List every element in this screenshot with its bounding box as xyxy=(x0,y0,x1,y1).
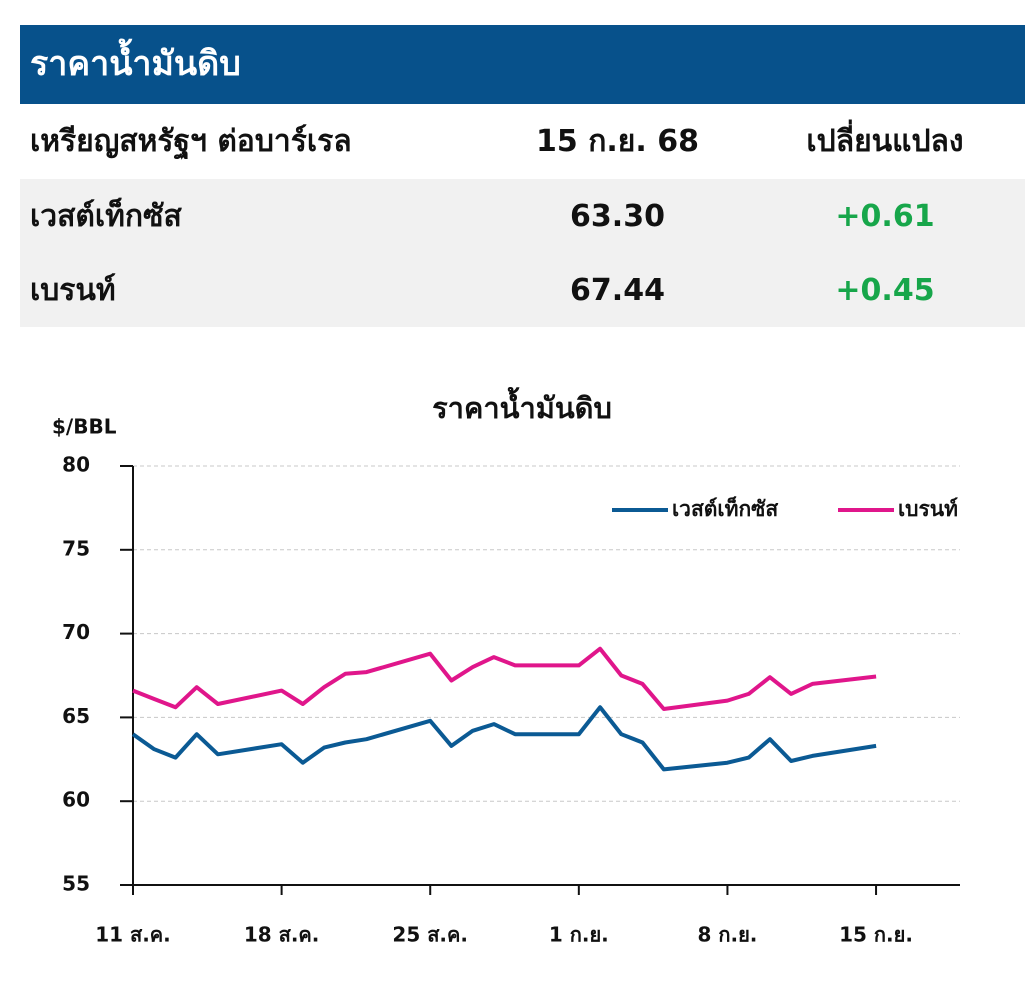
header-row: เหรียญสหรัฐฯ ต่อบาร์เรล 15 ก.ย. 68 เปลี่… xyxy=(20,104,1025,179)
series-line xyxy=(132,646,877,711)
legend-label: เวสต์เท็กซัส xyxy=(672,495,778,521)
y-tick-label: 55 xyxy=(62,872,90,896)
x-tick-label: 15 ก.ย. xyxy=(839,923,913,947)
header-cell: 15 ก.ย. 68 xyxy=(536,124,699,159)
chart: ราคาน้ำมันดิบ $/BBL 55 60 65 70 75 80 11 ส.ค. 1… xyxy=(52,386,960,947)
chart-title: ราคาน้ำมันดิบ xyxy=(432,386,612,425)
cell: เบรนท์ xyxy=(30,272,116,308)
y-tick-label: 75 xyxy=(62,536,90,560)
y-tick-label: 70 xyxy=(62,620,90,644)
legend-label: เบรนท์ xyxy=(898,497,958,521)
y-tick-label: 60 xyxy=(62,788,90,812)
cell: +0.45 xyxy=(835,272,935,308)
table-title: ราคาน้ำมันดิบ xyxy=(20,25,1025,104)
x-tick-label: 1 ก.ย. xyxy=(549,923,609,947)
x-tick-label: 11 ส.ค. xyxy=(95,923,171,947)
cell: เวสต์เท็กซัส xyxy=(30,198,182,234)
x-tick-label: 25 ส.ค. xyxy=(392,923,468,947)
y-tick-label: 80 xyxy=(62,453,90,477)
x-tick-label: 8 ก.ย. xyxy=(697,923,757,947)
series-line xyxy=(131,705,877,772)
table-row: เวสต์เท็กซัส 63.30 +0.61 xyxy=(20,179,1025,253)
price-table: ราคาน้ำมันดิบ เหรียญสหรัฐฯ ต่อบาร์เรล 15… xyxy=(20,25,1025,327)
cell: 63.30 xyxy=(570,198,665,234)
cell: 67.44 xyxy=(570,272,665,308)
x-tick-label: 18 ส.ค. xyxy=(244,923,320,947)
cell: +0.61 xyxy=(835,198,935,234)
table-row: เบรนท์ 67.44 +0.45 xyxy=(20,253,1025,327)
header-cell: เหรียญสหรัฐฯ ต่อบาร์เรล xyxy=(30,124,352,159)
header-cell: เปลี่ยนแปลง xyxy=(806,124,964,159)
y-axis-label: $/BBL xyxy=(52,415,117,439)
y-tick-label: 65 xyxy=(62,704,90,728)
